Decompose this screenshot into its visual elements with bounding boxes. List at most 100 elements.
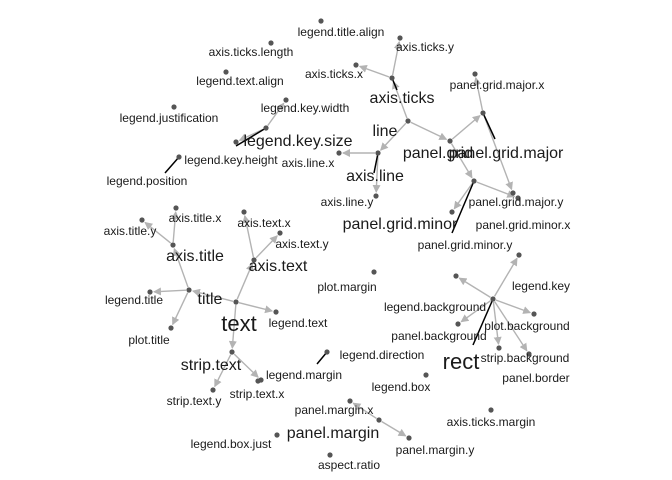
node-label-aspect.ratio: aspect.ratio — [318, 458, 380, 472]
node-label-axis.ticks.x: axis.ticks.x — [305, 67, 363, 81]
node-label-axis.ticks.margin: axis.ticks.margin — [447, 415, 536, 429]
node-label-strip.text.x: strip.text.x — [230, 387, 285, 401]
node-label-axis.ticks.length: axis.ticks.length — [209, 45, 294, 59]
node-label-axis.line.y: axis.line.y — [321, 195, 374, 209]
node-dot-plot.background — [531, 311, 537, 317]
node-tick-panel.grid.major — [482, 112, 496, 140]
node-label-panel.grid.minor.x: panel.grid.minor.x — [476, 218, 571, 232]
node-dot-legend.title — [147, 289, 153, 295]
node-dot-legend.key.height — [233, 139, 239, 145]
edge-legend.key.size-to-legend.key.width — [267, 102, 285, 127]
edge-panel.grid.major-to-panel.grid.major.y — [483, 115, 513, 191]
edge-axis.text-to-axis.text.y — [255, 235, 278, 259]
node-dot-line — [405, 118, 411, 124]
edge-strip.text-to-strip.text.x — [233, 353, 259, 378]
node-label-line: line — [373, 123, 398, 140]
node-dot-panel.background — [455, 321, 461, 327]
label-layer: legend.title.align axis.ticks.length axis.… — [104, 25, 571, 472]
node-dot-legend.box.just — [274, 432, 280, 438]
node-label-panel.grid.major.y: panel.grid.major.y — [469, 195, 564, 209]
node-label-legend.text.align: legend.text.align — [196, 74, 283, 88]
node-label-strip.text: strip.text — [181, 357, 242, 374]
node-tick-rect — [472, 298, 494, 346]
node-label-title: title — [198, 291, 223, 308]
node-dot-axis.line — [375, 150, 381, 156]
node-layer — [139, 18, 537, 458]
node-label-axis.ticks.y: axis.ticks.y — [396, 40, 454, 54]
node-label-panel.border: panel.border — [502, 371, 569, 385]
edge-rect-to-plot.background — [495, 299, 532, 314]
node-tick-legend.key.size — [235, 127, 267, 147]
edge-rect-to-strip.background — [492, 301, 502, 345]
node-label-panel.grid.minor.y: panel.grid.minor.y — [418, 238, 513, 252]
edge-text-to-axis.text — [236, 262, 254, 300]
edge-line-to-panel.grid — [410, 121, 448, 140]
node-dot-panel.grid.major.y — [510, 190, 516, 196]
node-dot-axis.ticks.margin — [488, 407, 494, 413]
node-label-legend.background: legend.background — [384, 300, 486, 314]
node-label-legend.position: legend.position — [107, 174, 188, 188]
node-dot-axis.line.x — [336, 150, 342, 156]
node-dot-title — [186, 287, 192, 293]
node-tick-axis.line — [373, 152, 379, 174]
node-dot-panel.grid.minor.x — [515, 195, 521, 201]
node-dot-legend.justification — [171, 104, 177, 110]
edge-axis.text-to-axis.text.x — [242, 214, 255, 258]
node-dot-axis.title.x — [173, 205, 179, 211]
node-dot-axis.ticks.length — [268, 40, 274, 46]
node-dot-plot.title — [168, 325, 174, 331]
edge-line-to-axis.line — [380, 122, 407, 151]
edge-panel.grid-to-panel.grid.minor — [450, 143, 473, 179]
node-label-panel.margin.y: panel.margin.y — [396, 443, 475, 457]
node-label-strip.text.y: strip.text.y — [167, 394, 222, 408]
node-dot-rect — [490, 296, 496, 302]
edge-axis.line-to-axis.line.y — [372, 155, 381, 193]
edge-text-to-legend.text — [238, 302, 274, 314]
node-label-panel.grid.major.x: panel.grid.major.x — [450, 78, 545, 92]
node-dot-legend.direction — [324, 349, 330, 355]
node-label-legend.key: legend.key — [512, 279, 570, 293]
node-label-panel.background: panel.background — [391, 329, 486, 343]
node-label-legend.margin: legend.margin — [266, 368, 342, 382]
edge-axis.ticks-to-axis.ticks.x — [358, 65, 390, 78]
node-label-legend.key.width: legend.key.width — [261, 101, 350, 115]
node-dot-legend.key.width — [283, 97, 289, 103]
node-label-legend.text: legend.text — [269, 316, 328, 330]
node-dot-legend.text.align — [223, 69, 229, 75]
node-dot-panel.grid.major.x — [472, 71, 478, 77]
edge-title-to-legend.title — [153, 287, 187, 296]
edge-rect-to-legend.background — [458, 277, 491, 298]
node-label-legend.justification: legend.justification — [120, 111, 219, 125]
node-dot-legend.box — [423, 372, 429, 378]
node-dot-panel.grid.minor.y — [449, 209, 455, 215]
node-dot-panel.grid.major — [480, 110, 486, 116]
edge-title-to-plot.title — [172, 292, 189, 326]
node-label-legend.box: legend.box — [372, 380, 431, 394]
edge-layer — [144, 40, 532, 437]
node-tick-panel.grid.minor — [451, 180, 475, 234]
node-tick-legend.direction — [316, 351, 328, 365]
node-label-legend.title.align: legend.title.align — [298, 25, 385, 39]
node-dot-axis.ticks.y — [397, 35, 403, 41]
edge-rect-to-panel.border — [494, 301, 528, 352]
node-label-rect: rect — [443, 349, 480, 374]
node-dot-aspect.ratio — [327, 452, 333, 458]
node-dot-legend.position — [176, 154, 182, 160]
node-dot-panel.border — [526, 351, 532, 357]
node-label-axis.line.x: axis.line.x — [282, 156, 335, 170]
edge-rect-to-legend.key — [493, 257, 518, 297]
edge-strip.text-to-strip.text.y — [214, 354, 232, 388]
node-label-axis.title.y: axis.title.y — [104, 224, 157, 238]
node-label-legend.title: legend.title — [105, 293, 163, 307]
node-dot-axis.ticks — [389, 75, 395, 81]
node-dot-legend.background — [453, 273, 459, 279]
node-dot-axis.line.y — [373, 193, 379, 199]
node-dot-legend.key.size — [263, 125, 269, 131]
node-label-legend.key.size: legend.key.size — [243, 133, 352, 150]
node-label-axis.text.y: axis.text.y — [275, 237, 328, 251]
edge-axis.title-to-axis.title.y — [144, 221, 172, 244]
node-label-strip.background: strip.background — [481, 351, 570, 365]
node-dot-panel.grid.minor — [471, 178, 477, 184]
node-dot-strip.background — [496, 345, 502, 351]
